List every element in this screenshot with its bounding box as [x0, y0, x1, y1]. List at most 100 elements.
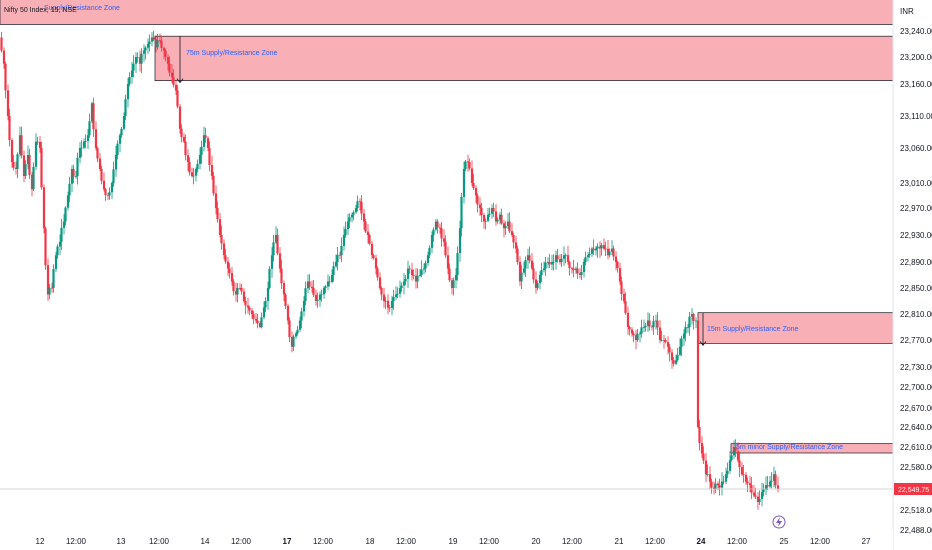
candle-body: [522, 268, 526, 273]
candle-body: [50, 287, 54, 289]
candle-body: [754, 495, 757, 497]
candle-body: [624, 301, 627, 313]
candle-body: [532, 268, 535, 280]
candle-body: [106, 194, 110, 196]
price-axis[interactable]: INR: [892, 0, 932, 550]
candle-body: [332, 266, 335, 275]
candle-body: [484, 220, 487, 222]
supply-zone[interactable]: [154, 35, 894, 81]
candle-body: [374, 257, 378, 269]
candle-body: [448, 268, 451, 281]
candle-body: [582, 262, 586, 273]
candle-body: [138, 57, 142, 64]
candle-body: [734, 447, 737, 452]
candle-body: [538, 275, 542, 284]
candle-body: [134, 57, 138, 64]
candle-body: [230, 273, 234, 282]
candle-body: [518, 261, 522, 282]
candle-body: [284, 294, 287, 306]
candle-body: [376, 268, 379, 278]
candle-body: [186, 155, 190, 162]
candle-body: [372, 255, 375, 258]
candle-body: [418, 275, 422, 276]
candle-body: [694, 320, 698, 322]
candle-body: [510, 231, 514, 235]
candle-body: [262, 307, 266, 318]
candle-body: [382, 294, 386, 301]
candle-body: [240, 288, 243, 292]
candle-body: [714, 483, 717, 489]
candle-body: [524, 260, 527, 269]
candle-body: [492, 208, 495, 212]
candle-body: [74, 176, 78, 177]
candle-body: [702, 453, 705, 461]
candle-body: [190, 172, 194, 176]
candle-body: [500, 214, 503, 224]
candle-body: [756, 496, 760, 503]
candle-body: [352, 212, 355, 215]
candle-body: [20, 135, 23, 156]
candle-body: [608, 251, 611, 256]
candle-body: [36, 141, 39, 143]
candle-body: [354, 208, 358, 213]
candle-body: [562, 255, 566, 259]
candle-body: [118, 135, 122, 144]
candle-body: [208, 148, 211, 166]
y-tick-label: 22,488.00: [900, 526, 932, 535]
candle-body: [548, 262, 551, 265]
candle-body: [254, 318, 258, 321]
candle-body: [686, 327, 690, 328]
candle-body: [422, 268, 426, 270]
candle-body: [22, 155, 26, 176]
candle-body: [266, 288, 270, 301]
x-tick-label: 20: [532, 537, 541, 546]
candle-body: [692, 314, 695, 321]
candle-body: [72, 169, 75, 177]
candle-body: [264, 300, 267, 308]
candle-body: [126, 84, 130, 100]
candle-body: [616, 262, 619, 269]
time-axis[interactable]: [0, 530, 893, 550]
y-tick-label: 23,240.00: [900, 27, 932, 36]
candle-body: [444, 241, 447, 256]
candle-body: [110, 183, 114, 193]
candle-body: [194, 169, 198, 176]
candle-body: [112, 169, 115, 183]
candle-body: [654, 320, 658, 322]
candle-body: [236, 287, 239, 295]
candle-body: [344, 229, 347, 235]
candle-body: [368, 235, 371, 244]
candle-body: [402, 281, 406, 286]
candle-body: [280, 268, 283, 284]
arrow-head: [176, 78, 184, 84]
candle-body: [34, 141, 38, 167]
lightning-icon[interactable]: [772, 515, 786, 529]
candle-body: [588, 253, 591, 256]
candle-body: [252, 314, 255, 319]
candle-body: [56, 246, 59, 256]
candle-body: [566, 255, 570, 262]
candle-body: [120, 128, 123, 136]
y-tick-label: 23,060.00: [900, 144, 932, 153]
supply-zone[interactable]: [0, 0, 894, 25]
candle-body: [600, 245, 603, 249]
candle-body: [586, 255, 590, 258]
candle-body: [316, 299, 319, 301]
candle-body: [514, 242, 518, 249]
x-tick-label: 17: [283, 537, 292, 546]
y-tick-label: 22,580.00: [900, 463, 932, 472]
candle-body: [0, 37, 3, 51]
candle-body: [246, 305, 250, 308]
supply-zone[interactable]: [697, 312, 894, 344]
candle-body: [598, 246, 602, 249]
y-tick-label: 22,640.00: [900, 423, 932, 432]
candle-body: [530, 260, 534, 269]
candle-body: [550, 262, 554, 265]
candle-body: [232, 281, 235, 292]
candle-body: [364, 221, 367, 232]
candle-body: [286, 305, 290, 321]
candle-body: [558, 259, 562, 262]
x-ticks-layer: 12 12:00 13 12:00 14 12:00 17 12:00 18 12:00 19 12:…: [36, 537, 871, 546]
candle-body: [498, 214, 502, 220]
